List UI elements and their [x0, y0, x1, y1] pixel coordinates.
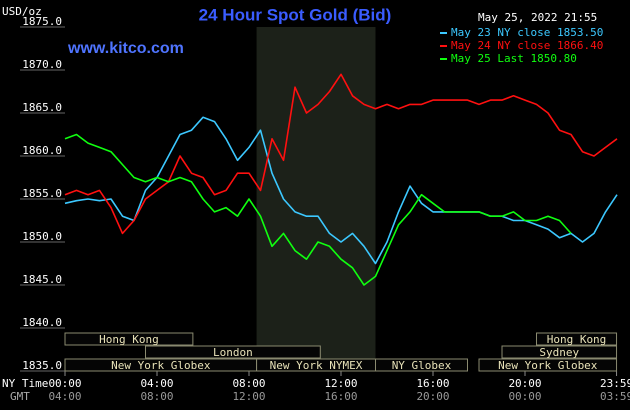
session-box [478, 358, 618, 372]
legend-label: May 23 NY close 1853.50 [451, 26, 603, 39]
site-label: www.kitco.com [67, 40, 184, 57]
y-tick-label: 1840.0 [22, 316, 62, 329]
session-label: NY Globex [392, 359, 452, 372]
x-tick-label: 08:00 [232, 377, 265, 390]
chart-title: 24 Hour Spot Gold (Bid) [199, 5, 392, 24]
x2-tick-label: 03:59 [600, 390, 630, 403]
series-line [64, 133, 572, 286]
session-shade [256, 27, 376, 371]
x2-tick-label: 08:00 [140, 390, 173, 403]
x-tick-label: 20:00 [508, 377, 541, 390]
x2-tick-label: 16:00 [324, 390, 357, 403]
timestamp: May 25, 2022 21:55 [478, 11, 597, 24]
y-tick-label: 1845.0 [22, 273, 62, 286]
y-tick-label: 1860.0 [22, 144, 62, 157]
x2-tick-label: 00:00 [508, 390, 541, 403]
x2-axis-label: GMT [10, 390, 30, 403]
x-tick-label: 00:00 [48, 377, 81, 390]
session-box [145, 345, 321, 359]
y-tick-label: 1870.0 [22, 58, 62, 71]
y-tick-label: 1855.0 [22, 187, 62, 200]
session-label: London [213, 346, 253, 359]
session-label: Hong Kong [547, 333, 607, 346]
x-tick-label: 12:00 [324, 377, 357, 390]
y-tick-label: 1850.0 [22, 230, 62, 243]
session-label: New York Globex [111, 359, 211, 372]
session-box [501, 345, 618, 359]
session-label: Hong Kong [99, 333, 159, 346]
session-label: New York NYMEX [270, 359, 363, 372]
y-tick-label: 1875.0 [22, 15, 62, 28]
series-line [64, 73, 618, 235]
session-box [375, 358, 468, 372]
session-label: Sydney [539, 346, 579, 359]
x-axis-label: NY Time [2, 377, 48, 390]
x2-tick-label: 20:00 [416, 390, 449, 403]
x2-tick-label: 12:00 [232, 390, 265, 403]
y-axis-label: USD/oz [2, 5, 42, 18]
x-tick-label: 23:59 [600, 377, 630, 390]
y-tick-label: 1835.0 [22, 359, 62, 372]
x-tick-label: 04:00 [140, 377, 173, 390]
session-box [536, 332, 618, 346]
session-box [64, 332, 194, 346]
session-label: New York Globex [498, 359, 598, 372]
y-tick-label: 1865.0 [22, 101, 62, 114]
x2-tick-label: 04:00 [48, 390, 81, 403]
legend-label: May 25 Last 1850.80 [451, 52, 577, 65]
x-tick-label: 16:00 [416, 377, 449, 390]
legend-label: May 24 NY close 1866.40 [451, 39, 603, 52]
